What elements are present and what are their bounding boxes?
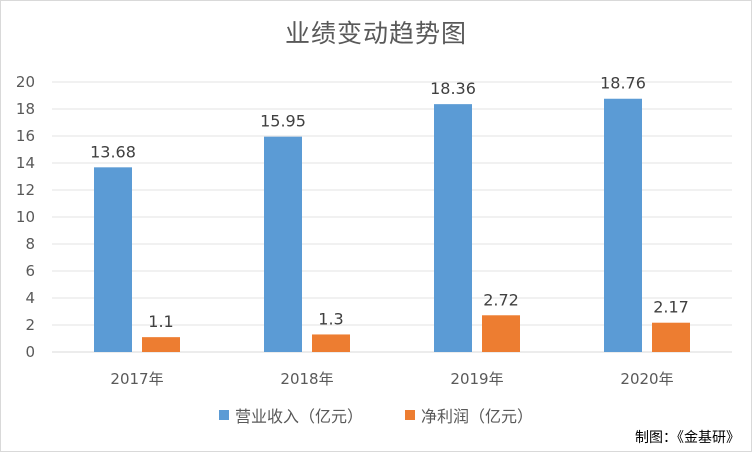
legend-label-net-profit: 净利润（亿元） [421, 407, 534, 426]
data-label-revenue: 15.95 [260, 112, 306, 131]
y-tick-label: 14 [16, 154, 35, 172]
data-labels: 13.68 1.1 15.95 1.3 18.36 2.72 18.76 2.17 [90, 74, 689, 331]
bar-revenue [434, 104, 472, 352]
x-axis-ticks: 2017年 2018年 2019年 2020年 [110, 370, 673, 388]
x-tick-label: 2018年 [280, 370, 333, 388]
legend-swatch-revenue [218, 410, 229, 420]
legend-item-revenue: 营业收入（亿元） [218, 403, 363, 427]
bars [94, 98, 690, 353]
x-tick-label: 2019年 [450, 370, 503, 388]
data-label-revenue: 13.68 [90, 142, 136, 161]
data-label-revenue: 18.76 [600, 74, 646, 93]
y-tick-label: 16 [16, 127, 35, 145]
y-tick-label: 8 [25, 235, 35, 253]
data-label-net-profit: 1.1 [148, 312, 173, 331]
data-label-net-profit: 2.17 [653, 298, 689, 317]
legend: 营业收入（亿元） 净利润（亿元） [0, 403, 752, 427]
chart-title: 业绩变动趋势图 [284, 19, 467, 48]
y-tick-label: 6 [25, 262, 35, 280]
y-tick-label: 12 [16, 181, 35, 199]
legend-label-revenue: 营业收入（亿元） [234, 407, 363, 426]
bar-net-profit [142, 337, 180, 352]
y-tick-label: 0 [25, 343, 35, 361]
y-tick-label: 18 [16, 100, 35, 118]
legend-swatch-net-profit [405, 410, 415, 420]
data-label-revenue: 18.36 [430, 79, 476, 98]
data-label-net-profit: 1.3 [318, 309, 343, 328]
bar-revenue [264, 136, 302, 352]
data-label-net-profit: 2.72 [483, 290, 519, 309]
y-tick-label: 2 [25, 316, 35, 334]
x-tick-label: 2017年 [110, 370, 163, 388]
x-tick-label: 2020年 [620, 370, 673, 388]
source-credit: 制图：《金基研》 [635, 430, 740, 446]
y-axis-ticks: 0 2 4 6 8 10 12 14 16 18 20 [16, 73, 35, 361]
y-tick-label: 10 [16, 208, 35, 226]
y-tick-label: 20 [16, 73, 35, 91]
y-tick-label: 4 [25, 289, 35, 307]
bar-net-profit [312, 334, 350, 352]
bar-net-profit [652, 322, 690, 352]
bar-revenue [604, 98, 642, 353]
bar-net-profit [482, 315, 520, 352]
legend-item-net-profit: 净利润（亿元） [405, 403, 533, 427]
bar-revenue [94, 167, 132, 352]
